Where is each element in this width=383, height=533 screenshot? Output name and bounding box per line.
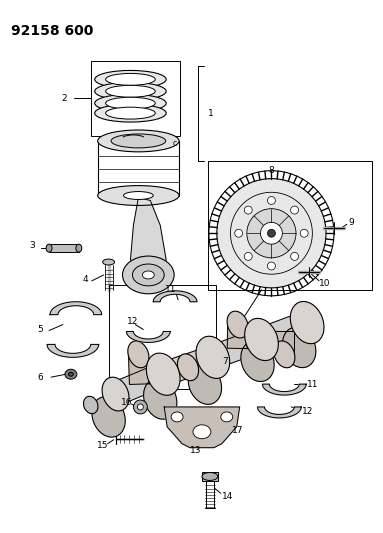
Ellipse shape: [106, 74, 155, 85]
Ellipse shape: [267, 197, 275, 205]
Polygon shape: [126, 332, 170, 342]
Ellipse shape: [95, 104, 166, 122]
Ellipse shape: [300, 229, 308, 237]
Bar: [208, 161, 372, 290]
Polygon shape: [50, 302, 101, 314]
Ellipse shape: [123, 191, 153, 199]
Bar: [202, 472, 218, 481]
Polygon shape: [153, 291, 197, 302]
Ellipse shape: [202, 472, 218, 480]
Ellipse shape: [244, 253, 252, 261]
Text: c: c: [172, 140, 176, 148]
Ellipse shape: [267, 262, 275, 270]
Text: 10: 10: [319, 279, 331, 288]
Ellipse shape: [76, 244, 82, 252]
Ellipse shape: [177, 354, 199, 381]
Text: 17: 17: [232, 426, 243, 435]
Text: 4: 4: [83, 276, 88, 285]
Bar: [49, 244, 79, 252]
Text: 92158 600: 92158 600: [11, 24, 94, 38]
Polygon shape: [257, 407, 301, 418]
Ellipse shape: [267, 229, 275, 237]
Polygon shape: [274, 331, 294, 354]
Text: 11: 11: [165, 285, 177, 294]
Ellipse shape: [83, 397, 98, 414]
Ellipse shape: [260, 222, 282, 244]
Ellipse shape: [221, 412, 233, 422]
Ellipse shape: [95, 70, 166, 88]
Text: 9: 9: [349, 218, 355, 227]
Ellipse shape: [106, 85, 155, 97]
Ellipse shape: [128, 341, 149, 368]
Text: 11: 11: [307, 379, 319, 389]
Text: 12: 12: [126, 317, 138, 326]
Ellipse shape: [69, 372, 74, 376]
Ellipse shape: [142, 271, 154, 279]
Text: 7: 7: [222, 357, 228, 366]
Polygon shape: [164, 407, 240, 448]
Ellipse shape: [144, 379, 177, 419]
Polygon shape: [227, 325, 247, 349]
Polygon shape: [159, 346, 217, 385]
Ellipse shape: [283, 327, 316, 368]
Ellipse shape: [247, 209, 296, 258]
Text: 14: 14: [222, 492, 233, 501]
Ellipse shape: [123, 256, 174, 294]
Bar: [109, 285, 216, 389]
Ellipse shape: [241, 341, 274, 382]
Ellipse shape: [291, 253, 299, 261]
Ellipse shape: [46, 244, 52, 252]
Text: 6: 6: [37, 373, 43, 382]
Text: 8: 8: [268, 166, 274, 175]
Text: 13: 13: [190, 446, 201, 455]
Text: 16: 16: [121, 398, 132, 407]
Ellipse shape: [137, 404, 143, 410]
Ellipse shape: [171, 412, 183, 422]
Ellipse shape: [196, 336, 230, 378]
Polygon shape: [209, 328, 265, 368]
Polygon shape: [257, 311, 311, 351]
Ellipse shape: [235, 229, 242, 237]
Ellipse shape: [133, 400, 147, 414]
Polygon shape: [131, 198, 166, 270]
Ellipse shape: [274, 341, 295, 368]
Ellipse shape: [291, 206, 299, 214]
Text: 5: 5: [37, 325, 43, 334]
Ellipse shape: [102, 377, 129, 411]
Polygon shape: [128, 354, 149, 384]
Ellipse shape: [95, 94, 166, 112]
Ellipse shape: [133, 264, 164, 286]
Ellipse shape: [98, 130, 179, 152]
Ellipse shape: [98, 185, 179, 205]
Text: 12: 12: [302, 407, 314, 416]
Ellipse shape: [290, 302, 324, 344]
Text: 1: 1: [208, 109, 214, 118]
Ellipse shape: [106, 97, 155, 109]
Text: 2: 2: [61, 94, 67, 103]
Ellipse shape: [95, 82, 166, 100]
Ellipse shape: [106, 107, 155, 119]
Polygon shape: [47, 344, 99, 357]
Text: 3: 3: [29, 241, 35, 249]
Ellipse shape: [227, 311, 248, 338]
Text: 15: 15: [97, 441, 108, 450]
Ellipse shape: [65, 369, 77, 379]
Polygon shape: [178, 366, 198, 367]
Polygon shape: [262, 384, 306, 395]
Ellipse shape: [193, 425, 211, 439]
Ellipse shape: [217, 179, 326, 288]
Ellipse shape: [92, 397, 125, 437]
Ellipse shape: [111, 134, 166, 148]
Ellipse shape: [188, 364, 222, 405]
Ellipse shape: [103, 259, 115, 265]
Polygon shape: [111, 363, 168, 405]
Bar: [91, 61, 180, 136]
Ellipse shape: [245, 318, 278, 360]
Ellipse shape: [244, 206, 252, 214]
Ellipse shape: [146, 353, 180, 395]
